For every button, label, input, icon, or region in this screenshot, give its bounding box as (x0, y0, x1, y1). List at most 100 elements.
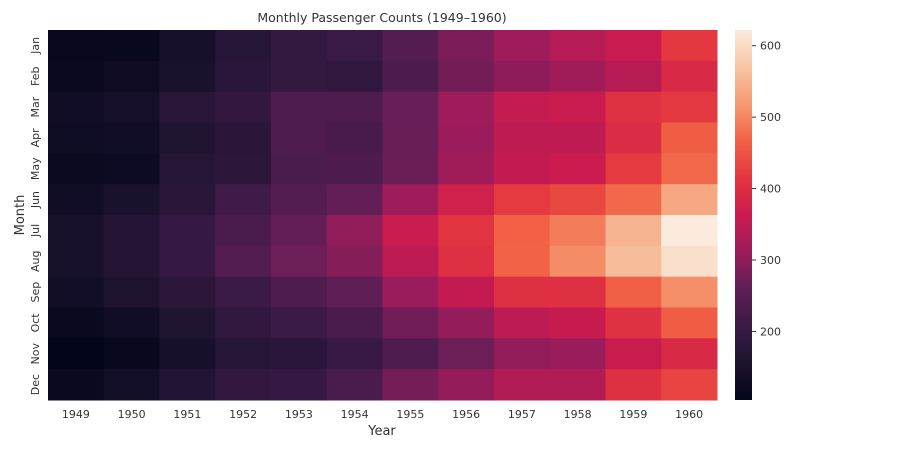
heatmap-cell (271, 276, 328, 308)
heatmap-cell (661, 91, 718, 123)
heatmap-cell (215, 184, 272, 216)
heatmap-cell (48, 184, 105, 216)
x-tick-label: 1956 (452, 408, 480, 421)
heatmap-cell (382, 153, 439, 185)
heatmap-cell (326, 215, 383, 247)
y-tick-label: Dec (29, 374, 42, 395)
heatmap-cell (48, 369, 105, 401)
heatmap-cell (103, 245, 160, 278)
heatmap-cell (438, 91, 495, 123)
heatmap-cell (159, 307, 216, 339)
heatmap-cell (271, 307, 328, 339)
heatmap-cell (438, 30, 495, 62)
y-tick-labels: Jan Feb Mar Apr May Jun Jul Aug Sep Oct Nov Dec (29, 37, 42, 395)
heatmap-cell (494, 122, 551, 154)
heatmap-cell (382, 60, 439, 93)
y-tick-label: Feb (29, 66, 42, 85)
heatmap-cells (48, 30, 718, 401)
heatmap-cell (215, 338, 272, 370)
heatmap-cell (605, 215, 662, 247)
heatmap-cell (549, 122, 606, 154)
heatmap-cell (382, 215, 439, 247)
heatmap-cell (494, 30, 551, 62)
heatmap-cell (48, 245, 105, 278)
heatmap-cell (438, 276, 495, 308)
heatmap-cell (103, 338, 160, 370)
heatmap-cell (215, 91, 272, 123)
colorbar (735, 30, 752, 400)
x-tick-label: 1951 (173, 408, 201, 421)
heatmap-cell (438, 153, 495, 185)
heatmap-cell (382, 184, 439, 216)
heatmap-cell (438, 245, 495, 278)
heatmap-cell (271, 338, 328, 370)
heatmap-cell (494, 307, 551, 339)
heatmap-cell (605, 122, 662, 154)
y-tick-label: Apr (29, 128, 42, 148)
heatmap-cell (159, 122, 216, 154)
heatmap-cell (438, 60, 495, 93)
heatmap-cell (549, 60, 606, 93)
x-tick-label: 1955 (396, 408, 424, 421)
heatmap-cell (326, 369, 383, 401)
heatmap-cell (215, 122, 272, 154)
heatmap-cell (103, 153, 160, 185)
x-tick-label: 1959 (619, 408, 647, 421)
heatmap-cell (605, 369, 662, 401)
heatmap-cell (661, 369, 718, 401)
heatmap-cell (438, 215, 495, 247)
heatmap-cell (605, 184, 662, 216)
heatmap-cell (103, 60, 160, 93)
heatmap-cell (159, 184, 216, 216)
heatmap-cell (605, 276, 662, 308)
heatmap-cell (382, 30, 439, 62)
heatmap-cell (661, 30, 718, 62)
y-tick-label: Aug (29, 251, 42, 272)
heatmap-cell (271, 369, 328, 401)
heatmap-cell (382, 338, 439, 370)
heatmap-cell (549, 307, 606, 339)
heatmap-cell (103, 369, 160, 401)
heatmap-cell (159, 91, 216, 123)
heatmap-cell (215, 60, 272, 93)
heatmap-cell (326, 276, 383, 308)
heatmap-cell (438, 122, 495, 154)
y-tick-label: Nov (29, 343, 42, 365)
heatmap-cell (494, 153, 551, 185)
heatmap-cell (48, 60, 105, 93)
heatmap-cell (326, 91, 383, 123)
x-tick-label: 1952 (229, 408, 257, 421)
heatmap-cell (271, 122, 328, 154)
heatmap-cell (549, 369, 606, 401)
heatmap-cell (661, 215, 718, 247)
heatmap-cell (494, 276, 551, 308)
heatmap-cell (326, 153, 383, 185)
heatmap-cell (103, 276, 160, 308)
heatmap-cell (271, 245, 328, 278)
heatmap-cell (326, 30, 383, 62)
x-tick-label: 1950 (118, 408, 146, 421)
heatmap-cell (605, 307, 662, 339)
heatmap-cell (494, 91, 551, 123)
heatmap-cell (438, 184, 495, 216)
heatmap-cell (605, 91, 662, 123)
x-tick-label: 1958 (564, 408, 592, 421)
heatmap-cell (159, 245, 216, 278)
heatmap-cell (215, 369, 272, 401)
heatmap-cell (549, 91, 606, 123)
heatmap-cell (48, 91, 105, 123)
x-tick-labels: 1949 1950 1951 1952 1953 1954 1955 1956 1957 1958… (62, 408, 703, 421)
heatmap-cell (48, 338, 105, 370)
heatmap-cell (494, 60, 551, 93)
heatmap-cell (271, 215, 328, 247)
heatmap-cell (549, 30, 606, 62)
heatmap-cell (438, 338, 495, 370)
heatmap-cell (48, 153, 105, 185)
heatmap-cell (549, 184, 606, 216)
x-tick-label: 1953 (285, 408, 313, 421)
heatmap-cell (103, 215, 160, 247)
heatmap-cell (271, 91, 328, 123)
heatmap-cell (271, 60, 328, 93)
